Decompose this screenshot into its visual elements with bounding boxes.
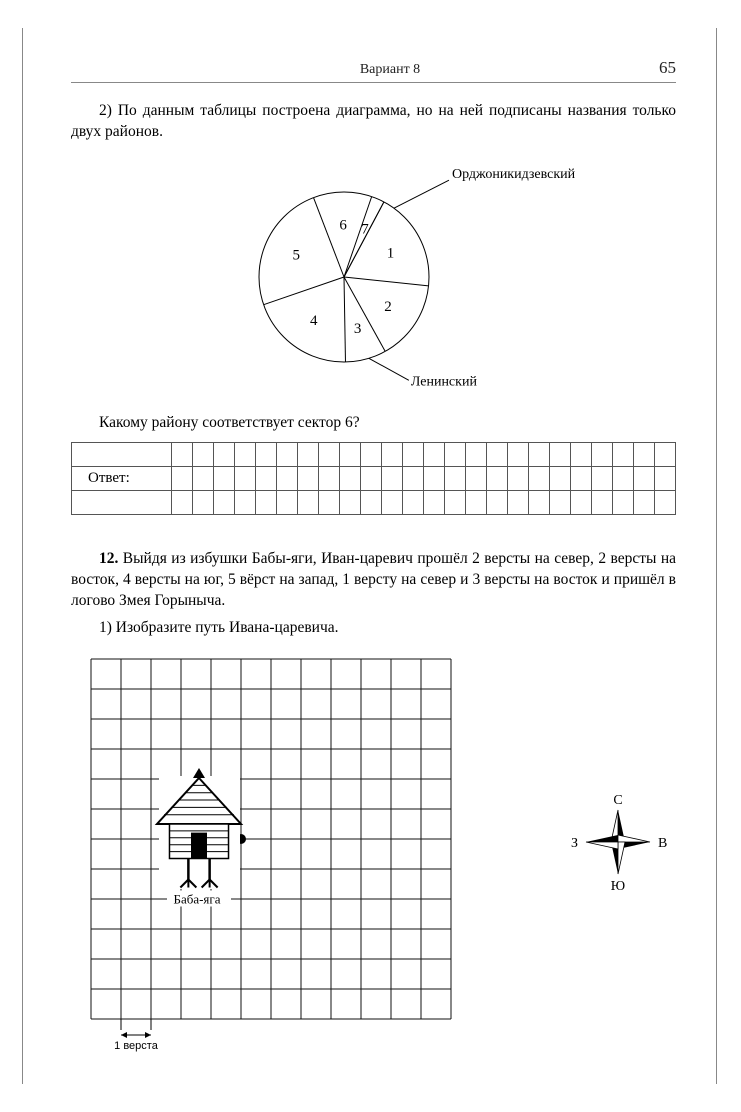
problem-2-text: 12. Выйдя из избушки Бабы-яги, Иван-царе… bbox=[71, 549, 676, 612]
svg-text:4: 4 bbox=[310, 313, 318, 329]
header-title: Вариант 8 bbox=[121, 62, 659, 78]
problem-1-question: Какому району соответствует сектор 6? bbox=[99, 414, 676, 432]
page: Вариант 8 65 2) По данным таблицы постро… bbox=[0, 0, 741, 1112]
svg-text:Ленинский: Ленинский bbox=[410, 374, 477, 387]
p1-number: 2) bbox=[99, 102, 112, 119]
running-header: Вариант 8 65 bbox=[71, 58, 676, 83]
p1-text: По данным таблицы построена диаграмма, н… bbox=[71, 102, 676, 140]
page-number: 65 bbox=[659, 58, 676, 78]
answer-grid-wrap: Ответ: bbox=[71, 442, 676, 515]
p2-sub-text: Изобразите путь Ивана-царевича. bbox=[116, 619, 339, 636]
pie-chart-wrap: 1234567ОрджоникидзевскийЛенинский bbox=[111, 157, 676, 392]
compass-wrap: С В Ю З bbox=[568, 787, 668, 897]
svg-text:5: 5 bbox=[292, 248, 300, 264]
p2-number: 12. bbox=[99, 550, 118, 567]
path-grid: Баба-яга 1 верста bbox=[81, 657, 481, 1055]
svg-text:1 верста: 1 верста bbox=[114, 1040, 159, 1052]
svg-text:2: 2 bbox=[384, 299, 392, 315]
svg-text:Орджоникидзевский: Орджоникидзевский bbox=[451, 167, 575, 182]
svg-text:З: З bbox=[571, 836, 578, 851]
path-grid-wrap: Баба-яга 1 верста С В Ю З bbox=[81, 657, 676, 1057]
svg-text:Ю: Ю bbox=[611, 879, 625, 894]
p2-sub-n: 1) bbox=[99, 619, 112, 636]
pie-chart: 1234567ОрджоникидзевскийЛенинский bbox=[204, 157, 584, 387]
answer-grid: Ответ: bbox=[71, 442, 676, 515]
page-content: Вариант 8 65 2) По данным таблицы постро… bbox=[22, 28, 717, 1084]
svg-text:3: 3 bbox=[353, 321, 361, 337]
compass-rose: С В Ю З bbox=[568, 787, 668, 897]
problem-2-sub: 1) Изобразите путь Ивана-царевича. bbox=[71, 618, 676, 639]
svg-text:1: 1 bbox=[386, 245, 394, 261]
svg-text:В: В bbox=[658, 836, 667, 851]
svg-text:С: С bbox=[613, 793, 622, 808]
svg-text:6: 6 bbox=[339, 217, 347, 233]
svg-text:Баба-яга: Баба-яга bbox=[173, 891, 220, 906]
problem-1-intro: 2) По данным таблицы построена диаграмма… bbox=[71, 101, 676, 143]
p2-body: Выйдя из избушки Бабы-яги, Иван-царевич … bbox=[71, 550, 676, 609]
